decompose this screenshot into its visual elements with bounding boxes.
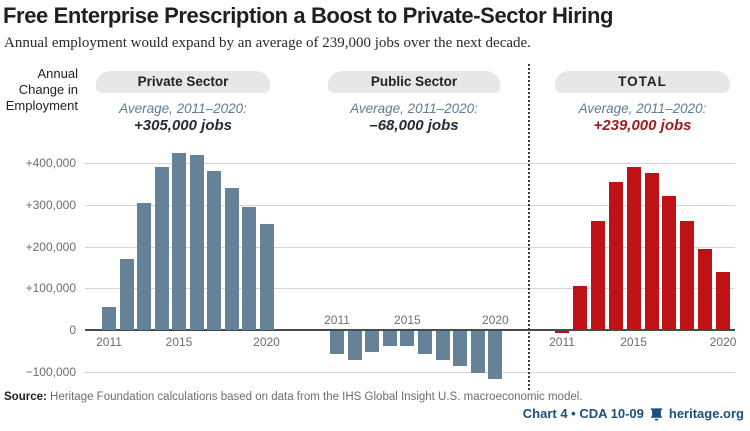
average-annotation-public: Average, 2011–2020: –68,000 jobs xyxy=(328,101,500,134)
average-annotation-private: Average, 2011–2020: +305,000 jobs xyxy=(96,101,270,134)
source-note: Source: Heritage Foundation calculations… xyxy=(4,391,583,403)
heritage-site-link[interactable]: heritage.org xyxy=(668,406,744,421)
average-value: +239,000 jobs xyxy=(593,117,692,134)
page-title: Free Enterprise Prescription a Boost to … xyxy=(3,3,614,28)
bar-private-sector-2015 xyxy=(172,152,186,330)
y-axis-tick-label: −100,000 xyxy=(25,364,76,379)
page-subtitle: Annual employment would expand by an ave… xyxy=(4,35,531,51)
bar-private-sector-2019 xyxy=(242,206,256,330)
bar-private-sector-2018 xyxy=(224,188,239,330)
source-label: Source: xyxy=(4,391,47,403)
gridline xyxy=(85,204,735,206)
section-header-public: Public Sector xyxy=(328,71,500,93)
zero-axis-line xyxy=(85,329,735,331)
bar-total-2017 xyxy=(662,196,677,330)
bar-total-2014 xyxy=(608,181,623,330)
bar-private-sector-2016 xyxy=(189,154,204,330)
section-title: Public Sector xyxy=(370,74,458,89)
section-private: Private Sector Average, 2011–2020: +305,… xyxy=(96,71,270,134)
y-axis-tick-label: +300,000 xyxy=(25,197,76,212)
y-axis-label: Annual Change in Employment xyxy=(0,66,78,114)
section-header-private: Private Sector xyxy=(96,71,270,93)
bar-public-sector-2012 xyxy=(347,331,362,361)
bar-private-sector-2014 xyxy=(154,167,169,330)
section-title: TOTAL xyxy=(618,74,667,89)
bar-private-sector-2013 xyxy=(137,202,151,330)
bar-public-sector-2018 xyxy=(453,331,468,367)
x-axis-tick-label: 2020 xyxy=(709,335,737,349)
x-axis-tick-label: 2020 xyxy=(253,335,280,349)
gridline xyxy=(85,288,735,290)
y-axis-tick-label: 0 xyxy=(69,323,76,337)
x-axis-tick-label: 2015 xyxy=(620,335,647,349)
bar-total-2012 xyxy=(572,286,587,330)
source-text: Heritage Foundation calculations based o… xyxy=(46,391,583,403)
x-axis-tick-label: 2015 xyxy=(165,335,193,349)
bar-private-sector-2020 xyxy=(259,223,274,330)
gridline xyxy=(85,163,735,164)
bar-public-sector-2015 xyxy=(400,331,415,346)
bar-total-2018 xyxy=(680,221,695,330)
chart-reference: Chart 4 • CDA 10-09 xyxy=(522,406,644,421)
average-caption: Average, 2011–2020: xyxy=(119,101,247,116)
section-public: Public Sector Average, 2011–2020: –68,00… xyxy=(328,71,500,134)
average-value: –68,000 jobs xyxy=(369,117,459,134)
bar-total-2013 xyxy=(590,221,605,330)
bar-private-sector-2012 xyxy=(119,259,134,330)
y-axis-label-line: Change in xyxy=(18,82,78,97)
bar-total-2016 xyxy=(644,173,659,330)
section-header-total: TOTAL xyxy=(555,71,730,93)
gridline xyxy=(85,371,735,373)
x-axis-tick-label: 2020 xyxy=(482,313,509,327)
bar-total-2015 xyxy=(626,167,641,330)
x-axis-tick-label: 2015 xyxy=(394,313,421,327)
bar-public-sector-2011 xyxy=(330,331,344,354)
bar-total-2020 xyxy=(716,271,731,330)
x-axis-tick-label: 2011 xyxy=(324,313,350,327)
x-axis-tick-label: 2011 xyxy=(549,335,575,349)
y-axis-tick-label: +100,000 xyxy=(25,281,76,296)
average-caption: Average, 2011–2020: xyxy=(578,101,707,116)
bar-public-sector-2020 xyxy=(488,331,503,379)
average-caption: Average, 2011–2020: xyxy=(350,101,478,116)
bar-public-sector-2019 xyxy=(470,331,485,373)
y-axis-label-line: Employment xyxy=(5,98,78,113)
bar-public-sector-2017 xyxy=(435,331,450,361)
gridline xyxy=(85,246,735,248)
bar-total-2019 xyxy=(698,248,713,330)
y-axis-tick-label: +200,000 xyxy=(25,239,76,254)
bar-private-sector-2017 xyxy=(207,171,221,330)
bar-public-sector-2016 xyxy=(418,331,432,354)
bar-private-sector-2011 xyxy=(102,307,116,330)
bar-public-sector-2013 xyxy=(365,331,380,352)
y-axis-label-line: Annual xyxy=(37,66,78,81)
section-separator-dotted-line xyxy=(528,64,530,390)
bar-public-sector-2014 xyxy=(382,331,397,346)
section-title: Private Sector xyxy=(137,74,229,89)
footer-brandline: Chart 4 • CDA 10-09 heritage.org xyxy=(523,406,744,421)
bar-total-2011 xyxy=(555,331,569,334)
section-total: TOTAL Average, 2011–2020: +239,000 jobs xyxy=(555,71,730,134)
average-value: +305,000 jobs xyxy=(134,117,232,134)
heritage-bell-icon xyxy=(650,407,663,421)
x-axis-tick-label: 2011 xyxy=(96,335,122,349)
y-axis-tick-label: +400,000 xyxy=(25,156,76,170)
average-annotation-total: Average, 2011–2020: +239,000 jobs xyxy=(555,101,730,134)
